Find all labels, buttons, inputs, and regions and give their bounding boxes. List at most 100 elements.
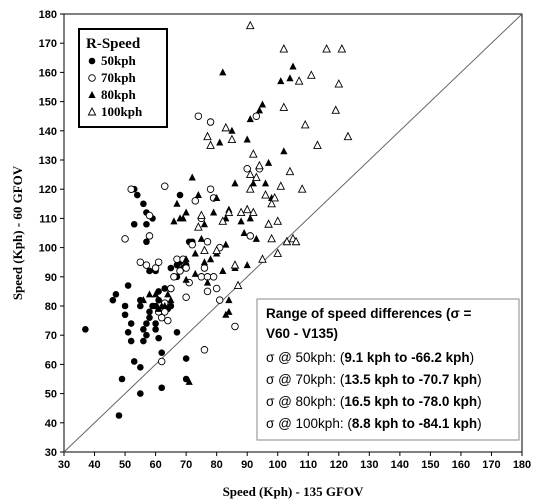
data-point	[137, 390, 144, 397]
x-tick-label: 110	[299, 459, 317, 471]
annotation-line: σ @ 80kph: (16.5 kph to -78.0 kph)	[266, 394, 482, 409]
data-point	[167, 296, 175, 304]
x-tick-label: 140	[391, 459, 409, 471]
data-point	[127, 320, 135, 327]
x-tick-label: 90	[241, 459, 253, 471]
y-tick-label: 50	[45, 389, 57, 401]
data-point	[210, 208, 218, 216]
data-point	[212, 284, 221, 293]
data-point	[233, 280, 243, 290]
data-point	[243, 165, 251, 173]
data-point	[343, 131, 353, 141]
data-point	[158, 384, 166, 392]
y-tick-label: 170	[39, 38, 57, 50]
annotation-title-line-1: Range of speed differences (σ =	[266, 306, 472, 321]
data-point	[291, 236, 301, 246]
x-tick-label: 70	[180, 459, 192, 471]
data-point	[276, 181, 286, 190]
data-point	[140, 200, 147, 208]
data-point	[167, 284, 175, 293]
annotation-line: σ @ 70kph: (13.5 kph to -70.7 kph)	[266, 372, 482, 387]
data-point	[237, 217, 245, 225]
data-point	[146, 267, 153, 275]
data-point	[258, 254, 267, 263]
data-point	[212, 245, 222, 254]
data-point	[158, 349, 166, 357]
annotation-lines: σ @ 50kph: (9.1 kph to -66.2 kph) σ @ 70k…	[266, 350, 482, 431]
data-point	[255, 106, 264, 114]
legend-label: 100kph	[101, 104, 143, 119]
x-tick-label: 120	[330, 459, 348, 471]
data-point	[124, 328, 132, 336]
data-point	[146, 308, 153, 316]
data-point	[145, 232, 154, 240]
data-point	[161, 285, 169, 292]
data-point	[267, 198, 276, 208]
reference-line-layer	[63, 13, 523, 453]
data-point	[245, 20, 255, 30]
data-point	[130, 358, 138, 365]
y-tick-label: 60	[45, 359, 57, 371]
data-point	[200, 220, 209, 228]
data-point	[243, 261, 251, 269]
data-point	[255, 160, 264, 170]
data-point	[191, 249, 199, 257]
data-point	[154, 258, 163, 266]
data-point	[157, 357, 166, 366]
data-point	[139, 296, 147, 304]
data-point	[124, 282, 132, 289]
data-point	[216, 138, 224, 146]
data-point	[167, 264, 175, 272]
data-point	[127, 185, 135, 193]
data-point	[221, 122, 231, 132]
legend-marker	[87, 107, 97, 116]
y-axis-label: Speed (Kph) - 60 GFOV	[10, 165, 25, 300]
data-point	[286, 74, 294, 82]
x-tick-label: 30	[58, 459, 70, 471]
data-point	[173, 199, 181, 207]
data-point	[173, 328, 181, 336]
data-point	[194, 112, 203, 120]
y-tick-label: 90	[45, 272, 57, 284]
data-point	[143, 320, 150, 327]
data-point	[218, 216, 228, 225]
x-axis-label: Speed (Kph) - 135 GFOV	[223, 484, 364, 499]
data-point	[194, 222, 203, 231]
data-point	[200, 258, 209, 266]
x-tick-label: 60	[149, 459, 161, 471]
data-point	[133, 191, 141, 199]
data-point	[248, 207, 258, 217]
x-tick-label: 180	[513, 459, 531, 471]
data-point	[225, 307, 233, 315]
data-point	[252, 172, 261, 181]
y-tick-label: 40	[45, 418, 57, 430]
data-point	[155, 334, 162, 342]
data-point	[145, 290, 154, 298]
data-point	[182, 275, 190, 283]
data-point	[289, 62, 297, 70]
data-point	[273, 248, 283, 257]
data-point	[261, 190, 270, 199]
data-point	[185, 377, 193, 385]
data-point	[222, 240, 230, 248]
data-point	[267, 233, 276, 243]
data-point	[179, 214, 187, 222]
data-point	[112, 291, 120, 298]
data-point	[249, 179, 257, 187]
series-80kph	[139, 62, 297, 385]
data-point	[140, 337, 147, 345]
data-point	[161, 302, 169, 309]
data-point	[170, 273, 178, 281]
x-tick-label: 40	[88, 459, 100, 471]
data-point	[231, 322, 239, 331]
data-point	[182, 264, 190, 272]
data-point	[130, 220, 138, 228]
data-point	[246, 214, 254, 222]
data-point	[300, 119, 310, 129]
data-point	[191, 269, 199, 277]
data-point	[203, 131, 212, 141]
data-point	[252, 112, 261, 120]
data-point	[194, 191, 202, 199]
data-point	[280, 147, 288, 155]
y-tick-label: 70	[45, 330, 57, 342]
